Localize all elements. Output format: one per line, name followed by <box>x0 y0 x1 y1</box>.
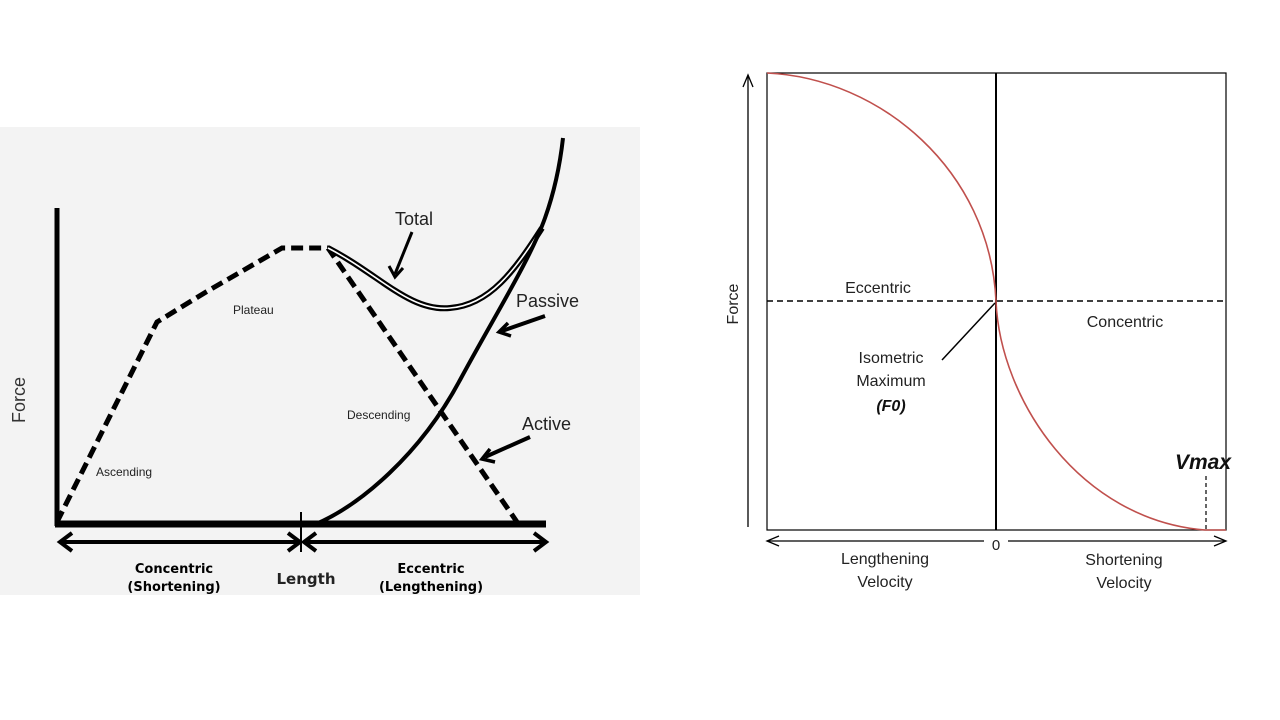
lengthening-velocity-label: Lengthening <box>841 551 929 568</box>
total-label: Total <box>395 209 433 229</box>
passive-curve <box>315 137 565 526</box>
fv-y-axis-label: Force <box>725 283 742 324</box>
isometric-pointer-line <box>941 302 996 361</box>
y-axis-label: Force <box>9 377 29 423</box>
maximum-label: Maximum <box>856 373 925 390</box>
f0-label: (F0) <box>876 398 905 415</box>
zero-label: 0 <box>992 537 1000 554</box>
active-label: Active <box>522 414 571 434</box>
lengthening-velocity-label-2: Velocity <box>857 574 912 591</box>
force-velocity-diagram: Force Eccentric Concentric Isometric Max… <box>640 0 1280 720</box>
concentric-arrow <box>56 531 304 553</box>
shortening-label: (Shortening) <box>127 580 220 595</box>
plateau-label: Plateau <box>233 303 274 317</box>
active-pointer-arrow <box>478 435 531 464</box>
eccentric-label: Eccentric <box>397 562 464 577</box>
eccentric-arrow <box>300 531 550 553</box>
isometric-label: Isometric <box>859 350 924 367</box>
ascending-label: Ascending <box>96 465 152 479</box>
total-pointer-arrow <box>387 231 414 280</box>
active-curve <box>54 245 520 524</box>
shortening-velocity-label-2: Velocity <box>1096 575 1151 592</box>
fv-concentric-label: Concentric <box>1087 314 1163 331</box>
vmax-label: Vmax <box>1175 451 1232 474</box>
concentric-label: Concentric <box>135 562 213 577</box>
x-axis-label: Length <box>277 570 336 588</box>
force-velocity-curve <box>766 72 1226 531</box>
force-velocity-svg: Force Eccentric Concentric Isometric Max… <box>725 72 1232 592</box>
passive-label: Passive <box>516 291 579 311</box>
diagram-background <box>0 127 640 595</box>
length-tension-diagram: Force Ascending Plateau Descending Total… <box>0 127 640 595</box>
length-tension-svg: Force Ascending Plateau Descending Total… <box>9 137 579 595</box>
lengthening-label: (Lengthening) <box>379 580 483 595</box>
fv-eccentric-label: Eccentric <box>845 280 911 297</box>
passive-pointer-arrow <box>495 314 546 338</box>
descending-label: Descending <box>347 408 410 422</box>
shortening-velocity-label: Shortening <box>1085 552 1162 569</box>
